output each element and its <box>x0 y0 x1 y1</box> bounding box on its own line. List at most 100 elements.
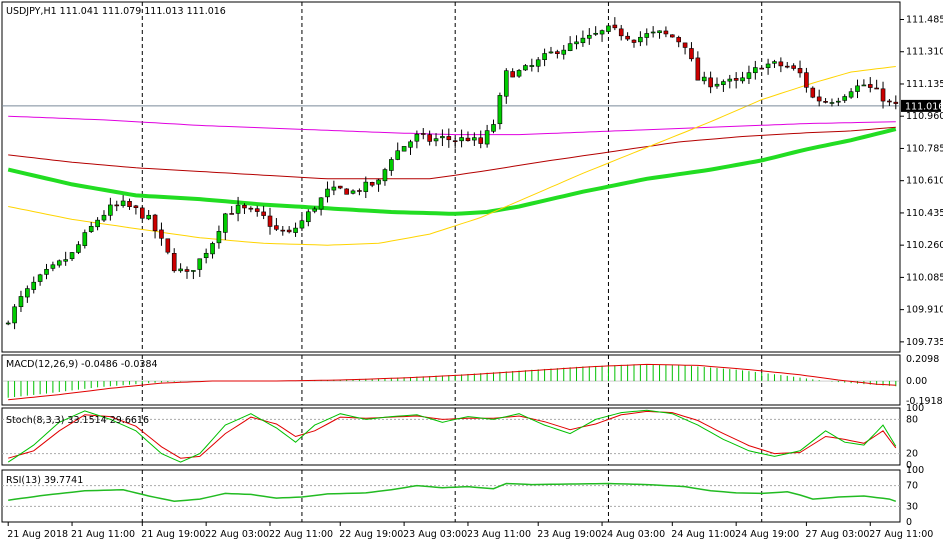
candle-body <box>580 37 586 44</box>
candle-body <box>223 213 228 233</box>
candle-body <box>625 35 630 40</box>
candle-body <box>772 61 777 64</box>
rsi-y-tick-label: 70 <box>906 481 918 492</box>
bullish-candle <box>746 65 752 84</box>
bearish-candle <box>427 130 432 146</box>
rsi-y-tick-label: 100 <box>906 465 924 476</box>
bullish-candle <box>18 290 24 312</box>
candle-body <box>165 238 171 253</box>
stoch-y-tick-label: 20 <box>906 449 918 460</box>
bearish-candle <box>159 222 164 246</box>
bullish-candle <box>599 29 605 42</box>
candle-body <box>733 78 739 81</box>
bullish-candle <box>523 64 528 71</box>
candle-body <box>120 200 126 206</box>
bearish-candle <box>778 57 784 73</box>
candle-body <box>101 214 107 221</box>
candle-body <box>855 85 860 92</box>
candle-body <box>331 186 337 191</box>
y-tick-label: 110.960 <box>906 111 943 122</box>
bullish-candle <box>376 178 381 192</box>
candle-body <box>446 136 452 141</box>
current-price-label-bg <box>901 99 941 112</box>
bullish-candle <box>31 276 37 294</box>
candle-body <box>159 229 164 239</box>
candle-body <box>452 140 458 142</box>
rsi-line <box>8 482 897 503</box>
bearish-candle <box>663 26 669 38</box>
bullish-candle <box>210 241 215 259</box>
bearish-candle <box>165 238 171 255</box>
candle-body <box>95 219 100 228</box>
bullish-candle <box>855 79 860 99</box>
candle-body <box>299 220 305 229</box>
macd-panel: 0.2098 0.00 -0.1918 <box>1 354 943 407</box>
candle-body <box>414 133 420 142</box>
y-tick-label: 110.085 <box>906 272 943 283</box>
bullish-candle <box>325 181 330 203</box>
moving-average-long <box>8 115 896 136</box>
candle-body <box>152 214 158 232</box>
candle-body <box>542 53 547 60</box>
bearish-candle <box>337 185 343 190</box>
candle-body <box>753 67 758 74</box>
macd-y-tick-label: -0.1918 <box>906 396 943 407</box>
candle-body <box>631 39 637 43</box>
x-tick-label: 21 Aug 19:00 <box>141 529 205 540</box>
y-tick-label: 111.310 <box>906 47 943 58</box>
candle-body <box>286 229 292 233</box>
bearish-candle <box>867 77 873 93</box>
candle-body <box>37 274 43 282</box>
rsi-y-tick-label: 0 <box>906 517 912 528</box>
candle-body <box>676 37 681 43</box>
bullish-candle <box>574 35 579 50</box>
candle-body <box>133 205 139 209</box>
candle-body <box>242 205 247 209</box>
candle-body <box>178 268 183 272</box>
bearish-candle <box>810 86 816 99</box>
candle-body <box>816 96 822 102</box>
x-tick-label: 24 Aug 11:00 <box>671 529 735 540</box>
candle-body <box>350 190 356 194</box>
rsi-y-tick-label: 30 <box>906 501 918 512</box>
candle-body <box>254 208 260 212</box>
x-tick-label: 24 Aug 19:00 <box>735 529 799 540</box>
bearish-candle <box>139 206 145 219</box>
bullish-candle <box>765 58 771 75</box>
candle-body <box>293 227 298 233</box>
candle-body <box>650 31 656 34</box>
candle-body <box>184 269 190 272</box>
bullish-candle <box>76 241 81 255</box>
candle-body <box>229 213 234 215</box>
candle-body <box>478 137 484 144</box>
candle-body <box>88 225 94 232</box>
candle-body <box>593 32 598 35</box>
rsi-panel-frame <box>1 469 901 523</box>
candle-body <box>618 28 624 37</box>
x-tick-label: 21 Aug 2018 <box>7 529 68 540</box>
stoch-y-tick-label: 80 <box>906 414 918 425</box>
x-tick-label: 23 Aug 19:00 <box>537 529 601 540</box>
bullish-candle <box>108 197 113 221</box>
candle-body <box>63 259 68 262</box>
bullish-candle <box>580 30 586 47</box>
candle-body <box>746 72 752 79</box>
candle-body <box>836 100 841 103</box>
bearish-candle <box>887 98 892 106</box>
bearish-candle <box>344 188 349 195</box>
stoch-main-line <box>7 409 897 463</box>
bullish-candle <box>829 98 835 107</box>
bullish-candle <box>95 217 100 231</box>
candle-body <box>18 296 24 308</box>
bearish-candle <box>274 218 279 231</box>
candle-body <box>472 137 477 141</box>
macd-panel-frame <box>1 354 901 406</box>
candle-body <box>216 231 222 244</box>
candle-body <box>376 179 381 185</box>
candle-body <box>427 134 432 142</box>
bullish-candle <box>414 130 420 149</box>
candle-body <box>689 48 694 60</box>
bullish-candle <box>293 222 298 237</box>
